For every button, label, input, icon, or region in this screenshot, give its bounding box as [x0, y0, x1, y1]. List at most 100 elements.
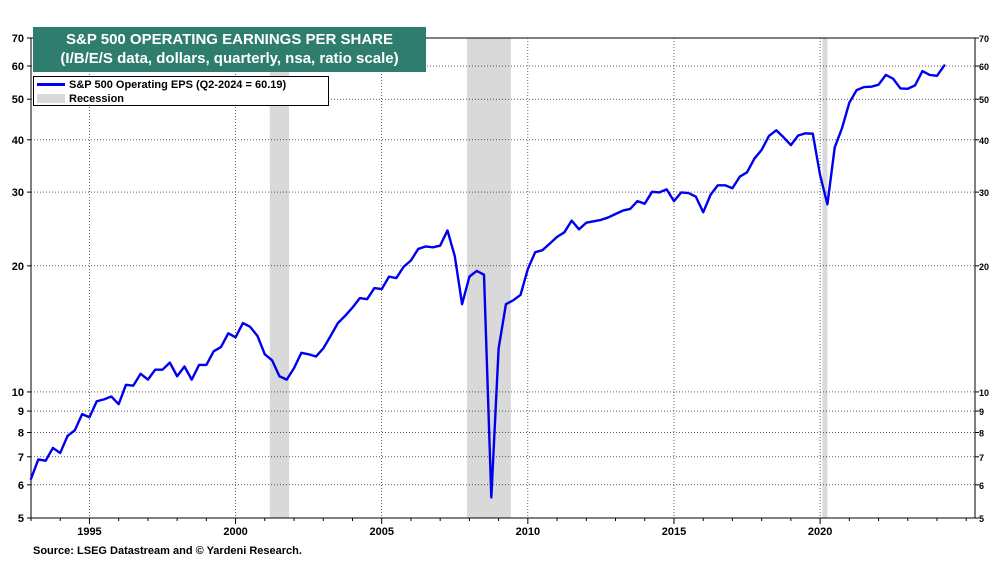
data-point [811, 132, 814, 135]
data-point [505, 303, 507, 305]
data-point [738, 175, 741, 178]
data-point [59, 452, 62, 454]
data-point [242, 322, 244, 324]
y-tick-label-right: 10 [979, 388, 989, 398]
y-tick-label-right: 20 [979, 262, 989, 272]
data-point [271, 359, 273, 362]
data-point [578, 228, 580, 231]
data-point [556, 236, 558, 238]
recession-bands [269, 38, 828, 518]
data-point [673, 200, 675, 202]
data-point [643, 202, 646, 205]
data-point [380, 288, 383, 290]
data-point [103, 398, 105, 401]
data-point [439, 244, 441, 247]
y-tick-label-right: 5 [979, 514, 984, 524]
data-point [351, 306, 354, 309]
data-point [804, 132, 807, 135]
data-point [519, 294, 522, 296]
data-point [863, 86, 865, 88]
data-point [885, 74, 887, 76]
data-point [373, 287, 376, 289]
data-point [366, 298, 368, 300]
data-point [264, 353, 266, 356]
data-point [775, 129, 778, 132]
x-tick-label: 1995 [77, 526, 101, 538]
data-point [125, 383, 127, 386]
y-tick-label-right: 6 [979, 481, 984, 491]
data-point [227, 332, 230, 335]
data-point [88, 416, 91, 419]
data-point [877, 83, 880, 86]
data-point [753, 157, 756, 160]
data-point [592, 220, 595, 223]
y-tick-label-right: 40 [979, 136, 989, 146]
data-point [833, 146, 836, 149]
y-tick-label-right: 60 [979, 62, 989, 72]
data-point [651, 191, 653, 193]
data-point [497, 347, 500, 350]
data-point [446, 229, 449, 232]
data-point [453, 255, 456, 257]
x-tick-label: 2015 [662, 526, 686, 538]
y-tick-label-left: 7 [18, 452, 24, 464]
y-tick-label-right: 70 [979, 34, 989, 44]
data-point [30, 478, 32, 480]
data-point [928, 74, 931, 76]
data-point [307, 353, 310, 356]
data-point [183, 365, 186, 368]
data-point [731, 187, 734, 190]
data-point [402, 265, 405, 268]
data-point [914, 84, 916, 87]
data-point [205, 364, 208, 366]
data-point [600, 219, 602, 221]
data-point [432, 246, 434, 249]
x-tick-label: 2010 [516, 526, 540, 538]
data-point [724, 184, 726, 187]
data-point [826, 203, 829, 206]
y-tick-label-right: 8 [979, 429, 984, 439]
y-tick-label-left: 10 [12, 387, 24, 399]
data-point [717, 184, 719, 187]
data-point [870, 85, 873, 88]
data-point [169, 361, 171, 364]
data-point [74, 429, 76, 432]
y-tick-label-left: 70 [12, 33, 24, 45]
data-point [790, 144, 792, 146]
data-point [746, 171, 748, 174]
data-point [760, 149, 763, 151]
data-point [154, 368, 157, 371]
data-point [198, 364, 200, 366]
data-point [768, 135, 770, 137]
data-point [424, 245, 427, 248]
series-layer [29, 64, 946, 499]
data-point [797, 134, 799, 137]
data-point [322, 347, 325, 350]
data-point [541, 249, 544, 251]
data-point [110, 395, 113, 398]
data-point [176, 375, 178, 378]
data-point [344, 314, 346, 317]
data-point [293, 367, 295, 369]
data-point [300, 352, 303, 354]
data-point [548, 242, 551, 245]
data-point [570, 219, 573, 222]
data-point [66, 435, 69, 437]
data-point [943, 64, 946, 67]
y-tick-label-right: 9 [979, 407, 984, 417]
data-point [132, 384, 135, 387]
data-point [629, 208, 631, 210]
recession-band-3 [822, 38, 828, 518]
data-point [161, 368, 164, 371]
data-point [315, 355, 317, 358]
data-point [899, 87, 902, 90]
data-point [212, 350, 215, 353]
data-point [622, 209, 624, 212]
y-tick-label-left: 5 [18, 513, 24, 525]
data-point [44, 459, 47, 462]
chart-title: S&P 500 OPERATING EARNINGS PER SHARE [65, 31, 394, 48]
y-tick-label-left: 9 [18, 406, 24, 418]
y-tick-label-left: 6 [18, 480, 24, 492]
data-point [636, 200, 639, 202]
y-tick-label-right: 50 [979, 95, 989, 105]
